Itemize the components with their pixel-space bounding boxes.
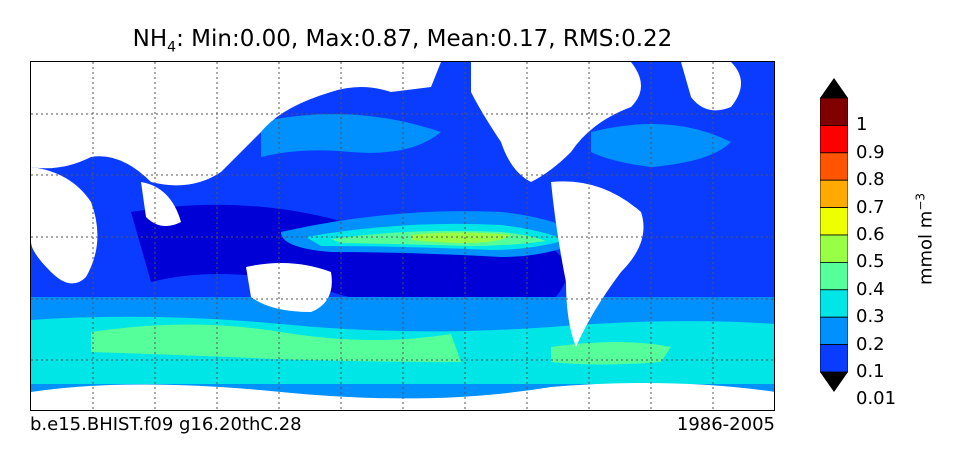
equatorial-band-0-6	[411, 232, 511, 243]
north-pacific-band	[261, 114, 441, 157]
colorbar-band	[820, 97, 848, 126]
australia-landmass	[246, 263, 332, 312]
colorbar-band	[820, 289, 848, 318]
ocean-map	[30, 61, 775, 411]
map-title: NH4: Min:0.00, Max:0.87, Mean:0.17, RMS:…	[132, 26, 673, 56]
southern-patch-0-5	[551, 342, 671, 365]
colorbar-band	[820, 316, 848, 345]
colorbar-band	[820, 207, 848, 236]
years-label: 1986-2005	[676, 414, 775, 435]
graticule	[31, 62, 774, 410]
india-landmass	[141, 182, 181, 226]
colorbar-tick-label: 0.5	[856, 251, 885, 273]
colorbar-over-arrow	[820, 78, 848, 98]
low-nh4-region	[131, 204, 567, 310]
colorbar-band	[820, 125, 848, 154]
colorbar-under-arrow	[820, 372, 848, 392]
colorbar-tick-label: 0.9	[856, 141, 885, 163]
colorbar-label: mmol m−3	[913, 192, 937, 286]
colorbar-band	[820, 152, 848, 181]
case-id-label: b.e15.BHIST.f09 g16.20thC.28	[30, 414, 302, 435]
colorbar	[820, 78, 848, 392]
colorbar-band	[820, 344, 848, 373]
colorbar-tick-label: 0.7	[856, 196, 885, 218]
north-atlantic-band	[591, 124, 731, 167]
colorbar-tick-label: 0.01	[856, 388, 897, 410]
colorbar-tick-label: 0.2	[856, 333, 885, 355]
colorbar-tick-label: 0.1	[856, 361, 885, 382]
north-america-landmass	[471, 62, 641, 182]
colorbar-tick-label: 0.4	[856, 278, 885, 300]
colorbar-tick-label: 1	[856, 114, 868, 136]
colorbar-band	[820, 179, 848, 208]
africa-landmass	[31, 167, 98, 284]
colorbar-tick-label: 0.8	[856, 169, 885, 191]
colorbar-tick-label: 0.3	[856, 306, 885, 328]
eurasia-landmass	[31, 62, 441, 186]
greenland-landmass	[681, 62, 741, 111]
colorbar-tick-label: 0.6	[856, 224, 885, 245]
south-america-landmass	[551, 181, 644, 347]
colorbar-band	[820, 261, 848, 291]
southern-band-0-5	[91, 324, 461, 362]
colorbar-band	[820, 234, 848, 263]
